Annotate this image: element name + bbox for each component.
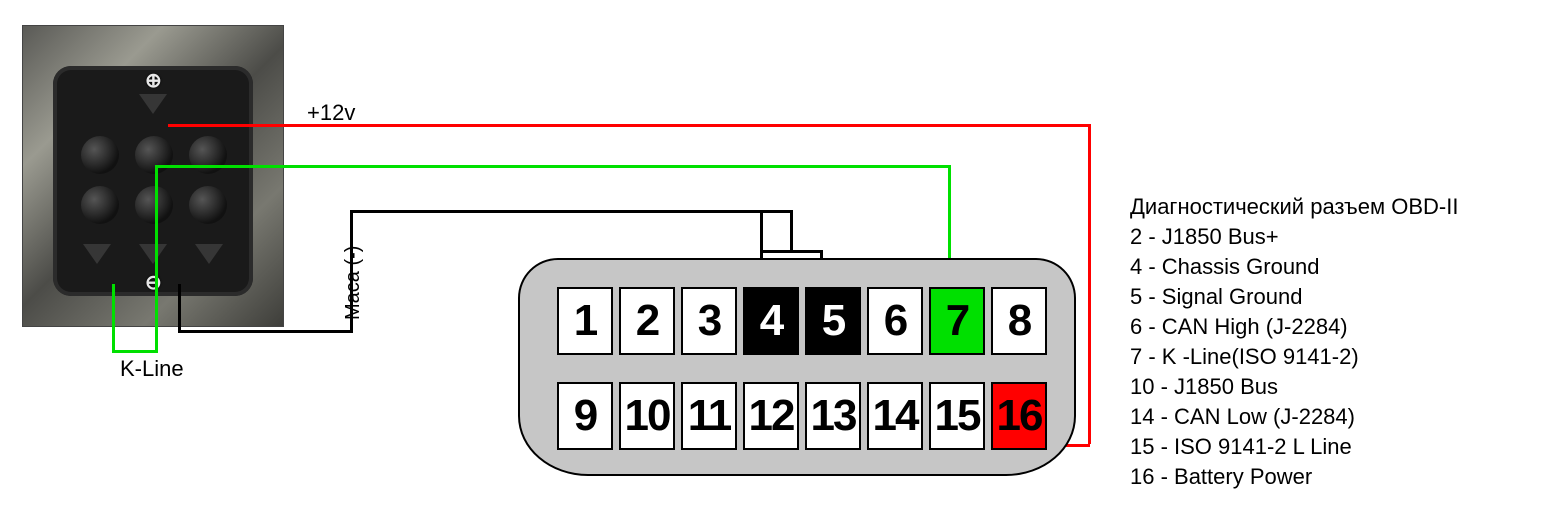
wire-segment	[178, 284, 181, 330]
wire-segment	[760, 250, 820, 253]
wire-segment	[168, 124, 1088, 127]
plus-marker: ⊕	[145, 68, 162, 93]
connector-body: ⊕ ⊖	[53, 66, 253, 296]
obd-pin-16: 16	[991, 382, 1047, 450]
wire-label-kline: K-Line	[120, 356, 184, 382]
wire-segment	[760, 210, 763, 250]
legend-item: 2 - J1850 Bus+	[1130, 222, 1459, 252]
obd-pin-3: 3	[681, 287, 737, 355]
obd-pin-1: 1	[557, 287, 613, 355]
proprietary-connector-photo: ⊕ ⊖	[22, 25, 284, 327]
obd-pin-6: 6	[867, 287, 923, 355]
pin-triangle-icon	[83, 244, 111, 264]
wire-segment	[1088, 124, 1091, 444]
legend-item: 4 - Chassis Ground	[1130, 252, 1459, 282]
obd-pin-5: 5	[805, 287, 861, 355]
legend-item: 14 - CAN Low (J-2284)	[1130, 402, 1459, 432]
pin	[189, 136, 227, 174]
legend-title: Диагностический разъем OBD-II	[1130, 192, 1459, 222]
wire-label-12v: +12v	[307, 100, 355, 126]
pin	[189, 186, 227, 224]
wire-label-ground: Maca (-)	[342, 246, 365, 320]
legend-item: 5 - Signal Ground	[1130, 282, 1459, 312]
obd-pin-14: 14	[867, 382, 923, 450]
obd-pin-9: 9	[557, 382, 613, 450]
obd-pin-12: 12	[743, 382, 799, 450]
obd-pin-4: 4	[743, 287, 799, 355]
wire-segment	[155, 165, 948, 168]
pin-triangle-icon	[195, 244, 223, 264]
obd2-connector: 12345678 910111213141516	[518, 258, 1076, 476]
obd-pin-2: 2	[619, 287, 675, 355]
obd-pin-15: 15	[929, 382, 985, 450]
pin-triangle-icon	[139, 244, 167, 264]
wire-segment	[790, 210, 793, 250]
wire-segment	[112, 350, 155, 353]
wire-segment	[178, 330, 350, 333]
obd-row-top: 12345678	[557, 287, 1047, 355]
key-triangle-icon	[139, 94, 167, 114]
legend-item: 7 - K -Line(ISO 9141-2)	[1130, 342, 1459, 372]
pin	[81, 186, 119, 224]
obd-pin-10: 10	[619, 382, 675, 450]
wire-segment	[350, 210, 353, 333]
legend-item: 10 - J1850 Bus	[1130, 372, 1459, 402]
obd-pin-7: 7	[929, 287, 985, 355]
obd-row-bottom: 910111213141516	[557, 382, 1047, 450]
pin	[135, 136, 173, 174]
obd-pin-8: 8	[991, 287, 1047, 355]
obd-pin-11: 11	[681, 382, 737, 450]
obd-pin-13: 13	[805, 382, 861, 450]
legend-item: 15 - ISO 9141-2 L Line	[1130, 432, 1459, 462]
wire-segment	[155, 165, 158, 353]
minus-marker: ⊖	[145, 270, 162, 295]
wire-segment	[112, 284, 115, 350]
legend-item: 6 - CAN High (J-2284)	[1130, 312, 1459, 342]
pin	[81, 136, 119, 174]
legend-item: 16 - Battery Power	[1130, 462, 1459, 492]
wire-segment	[350, 210, 790, 213]
pin	[135, 186, 173, 224]
pinout-legend: Диагностический разъем OBD-II 2 - J1850 …	[1130, 192, 1459, 492]
